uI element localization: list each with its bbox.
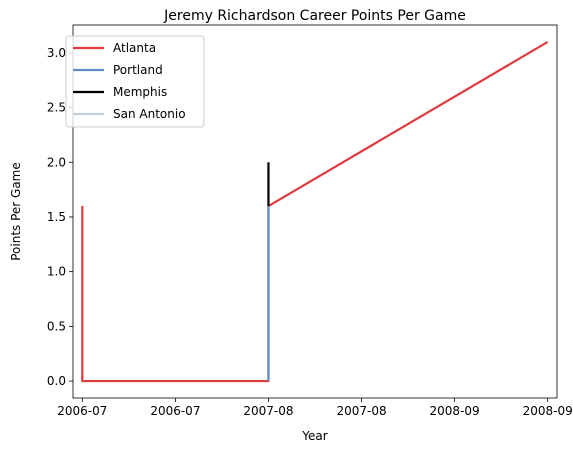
x-tick-label: 2006-07	[57, 404, 107, 418]
x-tick-label: 2008-09	[430, 404, 480, 418]
legend-label-portland: Portland	[113, 63, 163, 77]
x-tick-label: 2007-08	[336, 404, 386, 418]
series-layer	[81, 41, 549, 383]
x-tick-label: 2006-07	[150, 404, 200, 418]
y-tick-label: 0.5	[47, 319, 66, 333]
x-tick-label: 2008-09	[523, 404, 573, 418]
y-axis-label: Points Per Game	[9, 162, 23, 261]
y-ticks: 0.0 0.5 1.0 1.5 2.0 2.5 3.0	[47, 46, 73, 388]
y-tick-label: 0.0	[47, 374, 66, 388]
y-tick-label: 1.0	[47, 265, 66, 279]
axes-frame	[72, 24, 558, 399]
y-tick-label: 1.5	[47, 210, 66, 224]
x-axis-label: Year	[301, 429, 327, 443]
legend: Atlanta Portland Memphis San Antonio	[65, 35, 205, 128]
legend-label-atlanta: Atlanta	[113, 41, 156, 55]
y-tick-label: 3.0	[47, 46, 66, 60]
y-tick-label: 2.0	[47, 155, 66, 169]
legend-box	[65, 35, 205, 128]
legend-label-san-antonio: San Antonio	[113, 107, 186, 121]
x-ticks: 2006-07 2006-07 2007-08 2007-08 2008-09 2008-…	[57, 398, 573, 418]
x-tick-label: 2007-08	[243, 404, 293, 418]
chart-title: Jeremy Richardson Career Points Per Game	[163, 8, 466, 24]
legend-label-memphis: Memphis	[113, 85, 167, 99]
y-tick-label: 2.5	[47, 101, 66, 115]
